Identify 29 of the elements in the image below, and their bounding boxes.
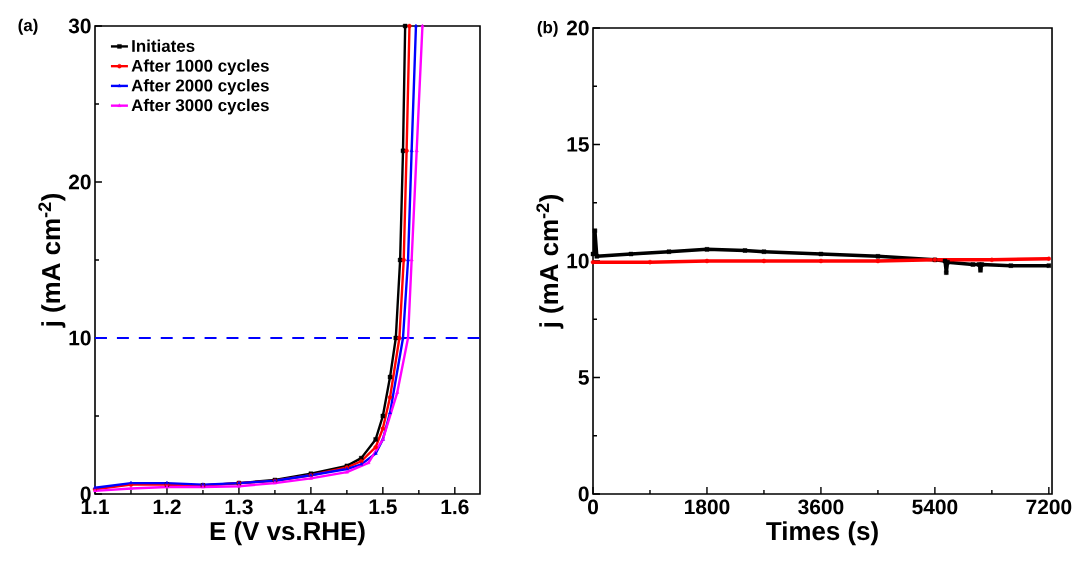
y-tick-label: 10 <box>69 330 91 346</box>
chart-title: (b) <box>537 20 558 37</box>
y-axis-title: j (mA cm$^{-2}$) <box>38 193 66 328</box>
y-tick-label: 10 <box>567 253 589 269</box>
x-tick-label: 1800 <box>685 499 730 515</box>
x-tick-label: 1.5 <box>369 499 397 515</box>
y-tick-label: 0 <box>578 486 589 502</box>
x-tick-label: 1.4 <box>297 499 326 514</box>
y-tick-label: 0 <box>80 486 91 502</box>
y-tick-label: 20 <box>68 174 91 190</box>
x-tick-label: 3600 <box>798 499 844 515</box>
x-axis-title: Times (s) <box>766 521 878 546</box>
legend-label: After 2000 cycles <box>131 79 269 95</box>
x-tick-label: 5400 <box>912 499 958 515</box>
x-tick-label: 1.3 <box>225 499 253 515</box>
x-axis-title: E (V vs.RHE) <box>210 521 365 546</box>
y-tick-label: 20 <box>566 20 589 36</box>
legend-label: After 1000 cycles <box>131 59 269 76</box>
x-tick-label: 1.1 <box>81 499 109 514</box>
legend-label: Initiates <box>132 39 195 52</box>
y-tick-label: 5 <box>578 370 589 385</box>
x-tick-label: 1.2 <box>153 499 181 515</box>
y-axis-title: j (mA cm$^{-2}$) <box>536 194 564 329</box>
x-tick-label: 1.6 <box>441 499 469 515</box>
y-tick-label: 30 <box>68 18 91 34</box>
legend-label: After 3000 cycles <box>131 98 269 115</box>
chart-title: (a) <box>18 18 38 35</box>
x-tick-label: 7200 <box>1026 499 1072 515</box>
y-tick-label: 15 <box>567 137 589 152</box>
